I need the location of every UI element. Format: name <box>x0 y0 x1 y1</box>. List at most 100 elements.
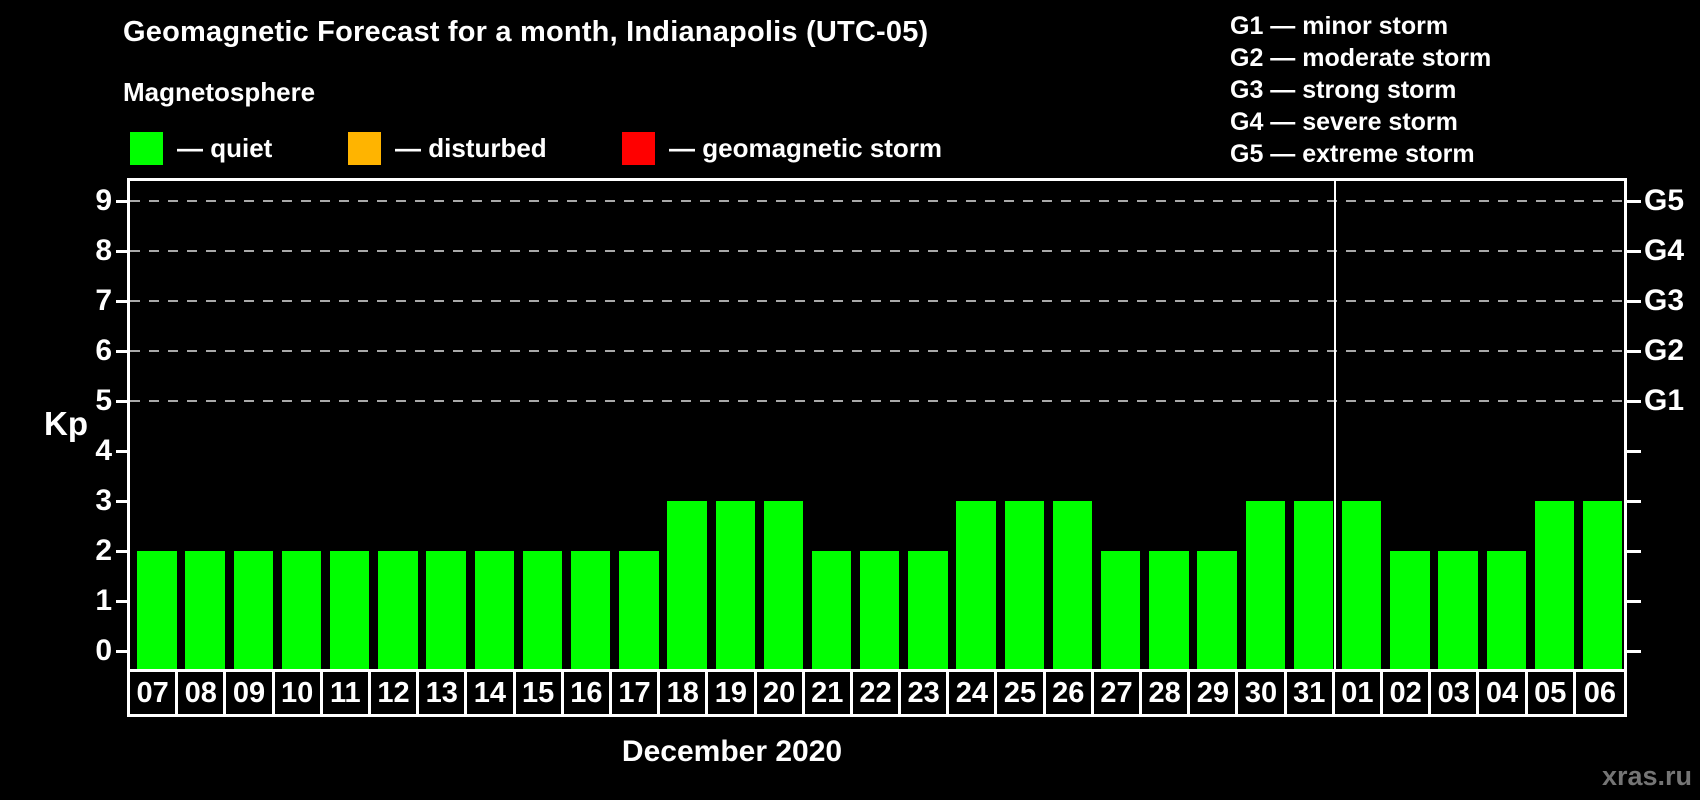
kp-bar-day-26 <box>1052 501 1093 669</box>
day-cell-31: 31 <box>1287 672 1335 714</box>
day-cell-30: 30 <box>1238 672 1287 714</box>
day-cell-05: 05 <box>1528 672 1576 714</box>
y-axis-tick-6 <box>116 349 130 353</box>
kp-bar-day-05 <box>1534 501 1575 669</box>
kp-bar-day-23 <box>908 551 948 669</box>
storm-scale-g3: G3 — strong storm <box>1230 76 1457 104</box>
kp-bar-day-24 <box>956 501 996 669</box>
month-separator-line <box>1333 181 1337 669</box>
y-axis-label-6: 6 <box>95 334 112 368</box>
day-cell-28: 28 <box>1142 672 1191 714</box>
y-axis-label-0: 0 <box>95 634 112 668</box>
kp-bar-day-13 <box>426 551 466 669</box>
kp-bar-day-16 <box>570 551 611 669</box>
plot-area: 0 1 2 3 4 5 6 7 8 9 G1 G2 G3 G4 G5 07 08 09 10 11 12 13 14 15 16… <box>95 178 1684 717</box>
right-axis-label-g4: G4 <box>1644 234 1685 268</box>
y-axis-label-5: 5 <box>95 384 112 418</box>
y-axis-title: Kp <box>44 405 88 442</box>
y-axis-label-2: 2 <box>95 534 112 568</box>
kp-bar-day-20 <box>763 501 804 669</box>
kp-bar-day-06 <box>1583 501 1623 669</box>
right-axis-label-g3: G3 <box>1644 284 1685 318</box>
kp-bar-day-18 <box>667 501 707 669</box>
gridline-kp5 <box>130 400 1624 403</box>
gridline-kp8 <box>130 250 1624 253</box>
chart-title: Geomagnetic Forecast for a month, Indian… <box>123 16 929 48</box>
right-axis-tick-7 <box>1627 299 1641 303</box>
day-cell-25: 25 <box>997 672 1046 714</box>
gridline-kp9 <box>130 200 1624 203</box>
kp-bar-day-07 <box>137 551 177 669</box>
day-cell-06: 06 <box>1583 676 1617 709</box>
right-axis-tick-1 <box>1627 599 1641 603</box>
right-axis-tick-0 <box>1627 649 1641 653</box>
legend-label-disturbed: — disturbed <box>395 133 547 163</box>
geomagnetic-storm-color-swatch <box>622 131 655 165</box>
day-cell-04: 04 <box>1479 672 1528 714</box>
kp-bar-day-08 <box>185 551 225 669</box>
kp-bar-day-21 <box>811 551 852 669</box>
right-axis-tick-2 <box>1627 549 1641 553</box>
kp-bar-day-28 <box>1149 551 1189 669</box>
day-cell-16: 16 <box>564 672 612 714</box>
day-cell-15: 15 <box>516 672 564 714</box>
y-axis-label-4: 4 <box>95 434 112 468</box>
y-axis-tick-8 <box>116 249 130 253</box>
day-cell-14: 14 <box>467 672 516 714</box>
day-cell-12: 12 <box>371 672 420 714</box>
y-axis-label-7: 7 <box>95 284 112 318</box>
x-axis-title: December 2020 <box>621 735 843 768</box>
kp-bar-day-22 <box>860 551 900 669</box>
kp-bar-day-03 <box>1438 551 1478 669</box>
y-axis-tick-1 <box>116 599 130 603</box>
storm-scale-legend: G1 — minor storm G2 — moderate storm G3 — … <box>1230 10 1491 170</box>
day-cell-23: 23 <box>901 672 950 714</box>
watermark: xras.ru <box>1601 761 1692 791</box>
y-axis-tick-3 <box>116 499 130 503</box>
kp-bar-day-25 <box>1004 501 1045 669</box>
y-axis-label-8: 8 <box>95 234 112 268</box>
kp-bar-day-19 <box>715 501 755 669</box>
day-cell-07: 07 <box>130 672 179 714</box>
gridline-kp6 <box>130 350 1624 353</box>
gridline-kp7 <box>130 300 1624 303</box>
day-cell-11: 11 <box>323 672 371 714</box>
storm-scale-g2: G2 — moderate storm <box>1230 44 1492 72</box>
day-cell-18: 18 <box>660 672 709 714</box>
disturbed-color-swatch <box>348 131 381 165</box>
day-label-row: 07 08 09 10 11 12 13 14 15 16 17 18 19 20 21 22 23 24 25 26… <box>127 669 1627 717</box>
legend-item-disturbed: — disturbed <box>348 131 547 165</box>
right-axis-tick-6 <box>1627 349 1641 353</box>
legend-item-geomagnetic-storm: — geomagnetic storm <box>622 131 942 165</box>
y-axis-tick-4 <box>116 449 130 453</box>
kp-bar-day-17 <box>619 551 659 669</box>
y-axis-tick-2 <box>116 549 130 553</box>
legend-item-quiet: — quiet <box>130 131 272 165</box>
storm-scale-g1: G1 — minor storm <box>1230 12 1449 40</box>
kp-bar-day-31 <box>1293 501 1334 669</box>
right-axis-tick-5 <box>1627 399 1641 403</box>
day-cell-27: 27 <box>1094 672 1143 714</box>
kp-bar-day-12 <box>378 551 418 669</box>
kp-bar-day-29 <box>1197 551 1237 669</box>
y-axis-tick-5 <box>116 399 130 403</box>
magnetosphere-legend-title: Magnetosphere <box>123 77 316 107</box>
day-cell-02: 02 <box>1383 672 1432 714</box>
kp-bar-day-15 <box>522 551 563 669</box>
legend-label-quiet: — quiet <box>177 133 273 163</box>
day-cell-24: 24 <box>949 672 998 714</box>
right-axis-label-g5: G5 <box>1644 184 1685 218</box>
y-axis-tick-0 <box>116 649 130 653</box>
kp-bar-day-09 <box>233 551 273 669</box>
day-cell-20: 20 <box>757 672 805 714</box>
right-axis-tick-9 <box>1627 199 1641 203</box>
day-cell-17: 17 <box>612 672 661 714</box>
day-cell-22: 22 <box>853 672 902 714</box>
right-axis-tick-8 <box>1627 249 1641 253</box>
right-axis-label-g1: G1 <box>1644 384 1685 418</box>
kp-bar-day-04 <box>1486 551 1526 669</box>
kp-bar-day-01 <box>1342 501 1382 669</box>
y-axis-label-9: 9 <box>95 184 112 218</box>
quiet-color-swatch <box>130 131 163 165</box>
